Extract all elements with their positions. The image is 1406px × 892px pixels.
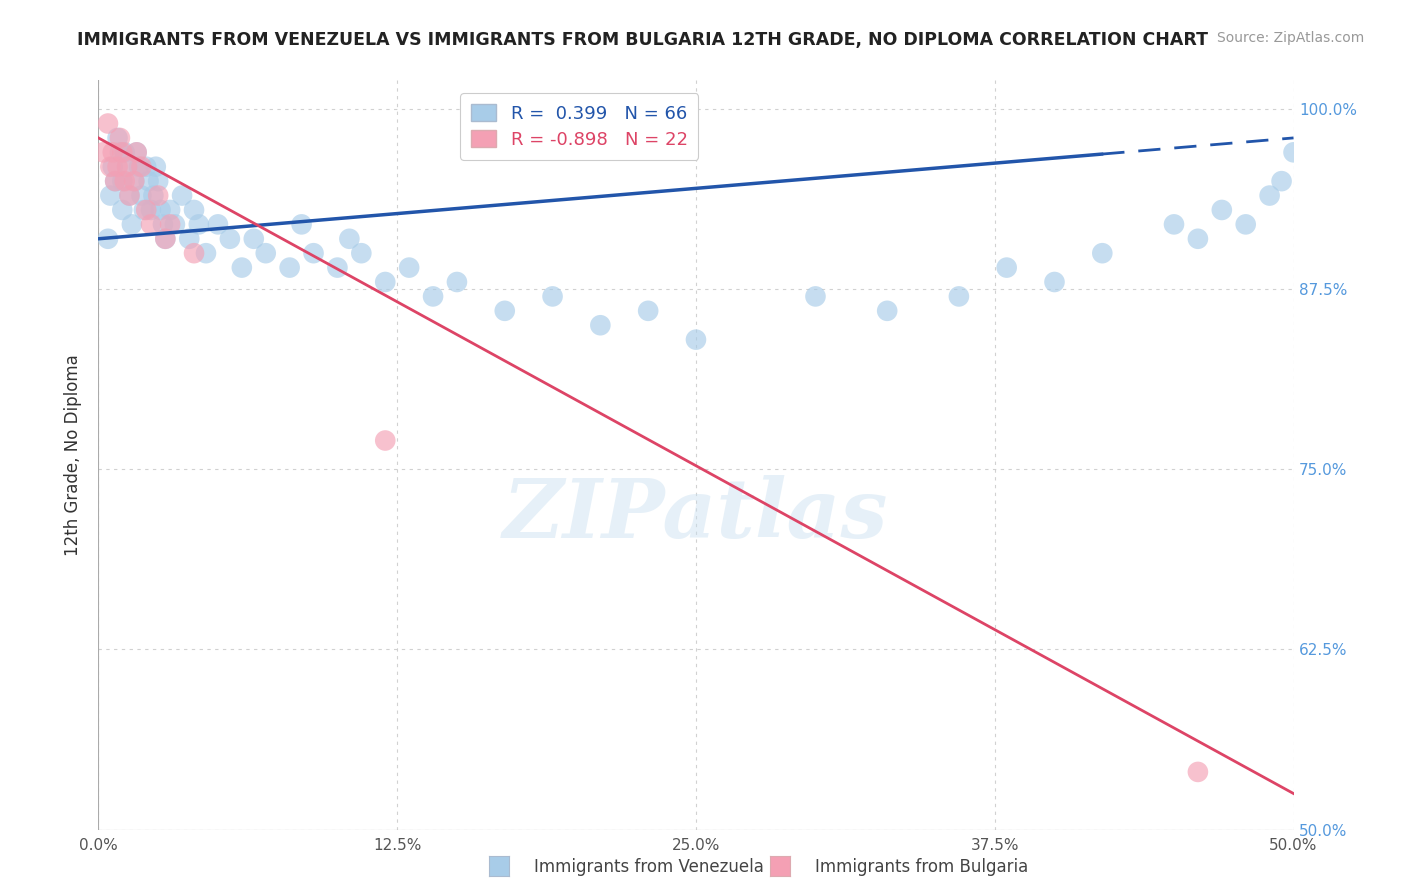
Point	[183, 202, 205, 217]
Point	[187, 218, 209, 232]
Y-axis label: 12th Grade, No Diploma: 12th Grade, No Diploma	[65, 354, 83, 556]
Point	[155, 232, 177, 246]
Text: Source: ZipAtlas.com: Source: ZipAtlas.com	[1216, 31, 1364, 45]
Point	[172, 188, 194, 202]
Point	[128, 160, 150, 174]
Point	[219, 232, 242, 246]
Point	[374, 275, 396, 289]
Point	[637, 303, 659, 318]
Point	[101, 160, 124, 174]
Point	[243, 232, 266, 246]
Point	[139, 202, 162, 217]
Point	[131, 160, 153, 174]
Point	[494, 303, 516, 318]
Point	[422, 289, 444, 303]
Point	[111, 202, 134, 217]
Point	[159, 202, 181, 217]
Legend: R =  0.399   N = 66, R = -0.898   N = 22: R = 0.399 N = 66, R = -0.898 N = 22	[460, 93, 699, 160]
Point	[1211, 202, 1233, 217]
Point	[142, 188, 165, 202]
Point	[278, 260, 301, 275]
Point	[339, 232, 361, 246]
Point	[148, 174, 170, 188]
Point	[125, 145, 148, 160]
Point	[138, 174, 160, 188]
Point	[195, 246, 218, 260]
Point	[115, 160, 138, 174]
Point	[207, 218, 229, 232]
Point	[111, 174, 134, 188]
Point	[104, 174, 127, 188]
Point	[159, 218, 181, 232]
Point	[1187, 764, 1209, 779]
Point	[1187, 232, 1209, 246]
Point	[148, 188, 170, 202]
Point	[97, 116, 120, 130]
Point	[326, 260, 349, 275]
Point	[995, 260, 1018, 275]
Point	[132, 202, 155, 217]
Point	[179, 232, 201, 246]
Point	[111, 145, 134, 160]
Point	[948, 289, 970, 303]
Point	[291, 218, 314, 232]
Point	[685, 333, 707, 347]
Point	[98, 188, 122, 202]
Point	[125, 145, 148, 160]
Point	[108, 145, 131, 160]
Point	[876, 303, 898, 318]
Text: ZIPatlas: ZIPatlas	[503, 475, 889, 555]
Point	[1091, 246, 1114, 260]
Text: Immigrants from Bulgaria: Immigrants from Bulgaria	[815, 858, 1029, 876]
Point	[231, 260, 253, 275]
Point	[374, 434, 396, 448]
Point	[804, 289, 827, 303]
Point	[124, 174, 146, 188]
Point	[302, 246, 325, 260]
Point	[135, 202, 157, 217]
Text: Immigrants from Venezuela: Immigrants from Venezuela	[534, 858, 763, 876]
Point	[350, 246, 373, 260]
Point	[1271, 174, 1294, 188]
Point	[155, 232, 177, 246]
Point	[97, 232, 120, 246]
Point	[131, 188, 153, 202]
Text: IMMIGRANTS FROM VENEZUELA VS IMMIGRANTS FROM BULGARIA 12TH GRADE, NO DIPLOMA COR: IMMIGRANTS FROM VENEZUELA VS IMMIGRANTS …	[77, 31, 1208, 49]
Point	[139, 218, 162, 232]
Point	[398, 260, 420, 275]
Point	[91, 145, 114, 160]
Point	[541, 289, 564, 303]
Point	[107, 131, 129, 145]
Point	[1163, 218, 1185, 232]
Point	[121, 218, 143, 232]
Point	[446, 275, 468, 289]
Point	[104, 174, 127, 188]
Point	[114, 174, 136, 188]
Point	[163, 218, 186, 232]
Point	[152, 218, 174, 232]
Point	[1282, 145, 1305, 160]
Point	[101, 145, 124, 160]
Point	[589, 318, 612, 333]
Point	[149, 202, 172, 217]
Point	[114, 145, 136, 160]
Point	[183, 246, 205, 260]
Point	[145, 160, 167, 174]
Point	[254, 246, 277, 260]
Point	[115, 160, 138, 174]
Point	[98, 160, 122, 174]
Point	[1043, 275, 1066, 289]
Point	[135, 160, 157, 174]
Point	[1234, 218, 1257, 232]
Point	[124, 174, 146, 188]
Point	[118, 188, 141, 202]
Point	[118, 188, 141, 202]
Point	[1258, 188, 1281, 202]
Point	[108, 131, 131, 145]
Point	[107, 160, 129, 174]
